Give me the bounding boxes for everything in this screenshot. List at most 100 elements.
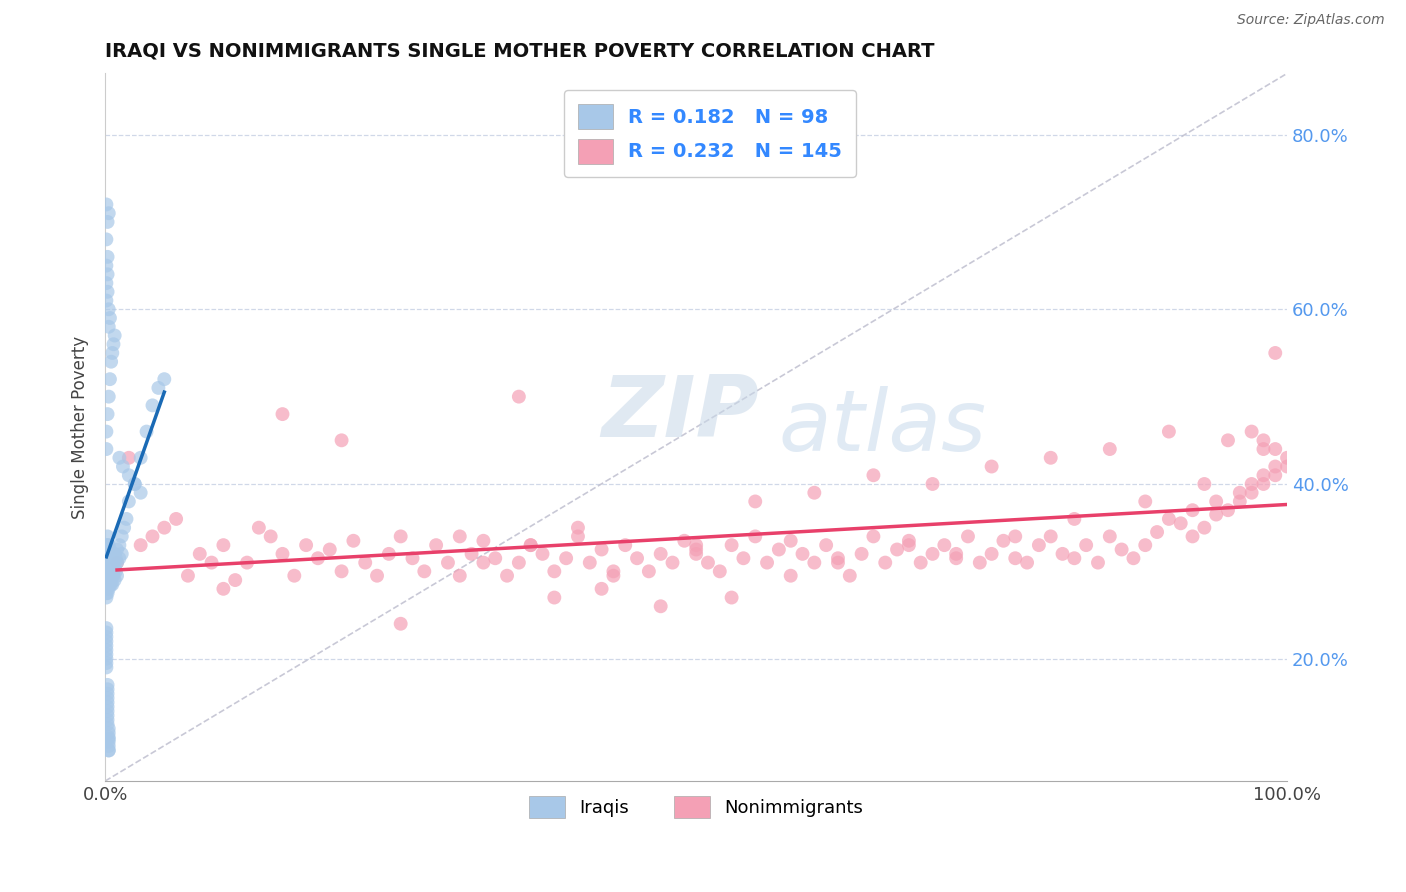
Point xyxy=(97,206,120,220)
Point xyxy=(96,639,118,653)
Point xyxy=(697,556,720,570)
Point xyxy=(1181,529,1204,543)
Point xyxy=(103,568,125,582)
Point xyxy=(330,565,353,579)
Point xyxy=(97,695,120,709)
Point xyxy=(851,547,873,561)
Point xyxy=(148,381,170,395)
Point xyxy=(129,450,152,465)
Point xyxy=(1253,468,1275,483)
Point xyxy=(614,538,637,552)
Point xyxy=(295,538,318,552)
Point xyxy=(330,434,353,448)
Point xyxy=(934,538,956,552)
Point xyxy=(100,568,122,582)
Point xyxy=(105,568,128,582)
Point xyxy=(1264,459,1286,474)
Point xyxy=(472,556,495,570)
Point xyxy=(1216,503,1239,517)
Point xyxy=(115,512,138,526)
Point xyxy=(720,538,742,552)
Point xyxy=(744,529,766,543)
Point xyxy=(96,577,118,591)
Point xyxy=(980,459,1002,474)
Point xyxy=(472,533,495,548)
Point xyxy=(104,560,127,574)
Point xyxy=(1157,425,1180,439)
Point xyxy=(768,542,790,557)
Point xyxy=(98,372,121,386)
Point xyxy=(98,556,121,570)
Point xyxy=(413,565,436,579)
Point xyxy=(97,734,120,748)
Point xyxy=(101,551,124,566)
Point xyxy=(779,568,801,582)
Point xyxy=(96,634,118,648)
Point xyxy=(96,660,118,674)
Point xyxy=(1205,508,1227,522)
Point xyxy=(100,354,122,368)
Point xyxy=(96,232,118,246)
Point xyxy=(165,512,187,526)
Point xyxy=(543,565,565,579)
Point xyxy=(96,556,118,570)
Point xyxy=(97,390,120,404)
Point xyxy=(921,477,943,491)
Point xyxy=(212,582,235,596)
Point xyxy=(1015,556,1038,570)
Point xyxy=(104,573,127,587)
Point xyxy=(135,425,157,439)
Point xyxy=(96,621,118,635)
Point xyxy=(283,568,305,582)
Point xyxy=(101,560,124,574)
Point xyxy=(838,568,860,582)
Point xyxy=(103,337,125,351)
Point xyxy=(129,485,152,500)
Point xyxy=(96,538,118,552)
Point xyxy=(96,276,118,290)
Point xyxy=(97,556,120,570)
Point xyxy=(602,568,624,582)
Point xyxy=(118,468,141,483)
Point xyxy=(484,551,506,566)
Point xyxy=(945,551,967,566)
Point xyxy=(96,568,118,582)
Point xyxy=(1170,516,1192,531)
Point xyxy=(103,556,125,570)
Point xyxy=(96,442,118,456)
Point xyxy=(993,533,1015,548)
Point xyxy=(236,556,259,570)
Point xyxy=(1216,434,1239,448)
Point xyxy=(97,565,120,579)
Point xyxy=(96,643,118,657)
Point xyxy=(97,678,120,692)
Point xyxy=(1122,551,1144,566)
Point xyxy=(1111,542,1133,557)
Point xyxy=(141,529,163,543)
Point xyxy=(389,529,412,543)
Point xyxy=(567,529,589,543)
Point xyxy=(354,556,377,570)
Point xyxy=(100,547,122,561)
Point xyxy=(319,542,342,557)
Point xyxy=(1098,529,1121,543)
Point xyxy=(685,542,707,557)
Point xyxy=(449,568,471,582)
Point xyxy=(97,268,120,282)
Text: atlas: atlas xyxy=(779,385,987,468)
Point xyxy=(97,556,120,570)
Point xyxy=(97,732,120,747)
Point xyxy=(96,586,118,600)
Point xyxy=(108,450,131,465)
Point xyxy=(1240,425,1263,439)
Point xyxy=(96,293,118,308)
Point xyxy=(449,529,471,543)
Point xyxy=(1275,450,1298,465)
Point xyxy=(96,197,118,211)
Point xyxy=(103,565,125,579)
Point xyxy=(733,551,755,566)
Point xyxy=(1157,512,1180,526)
Point xyxy=(555,551,578,566)
Point xyxy=(437,556,460,570)
Point xyxy=(97,285,120,299)
